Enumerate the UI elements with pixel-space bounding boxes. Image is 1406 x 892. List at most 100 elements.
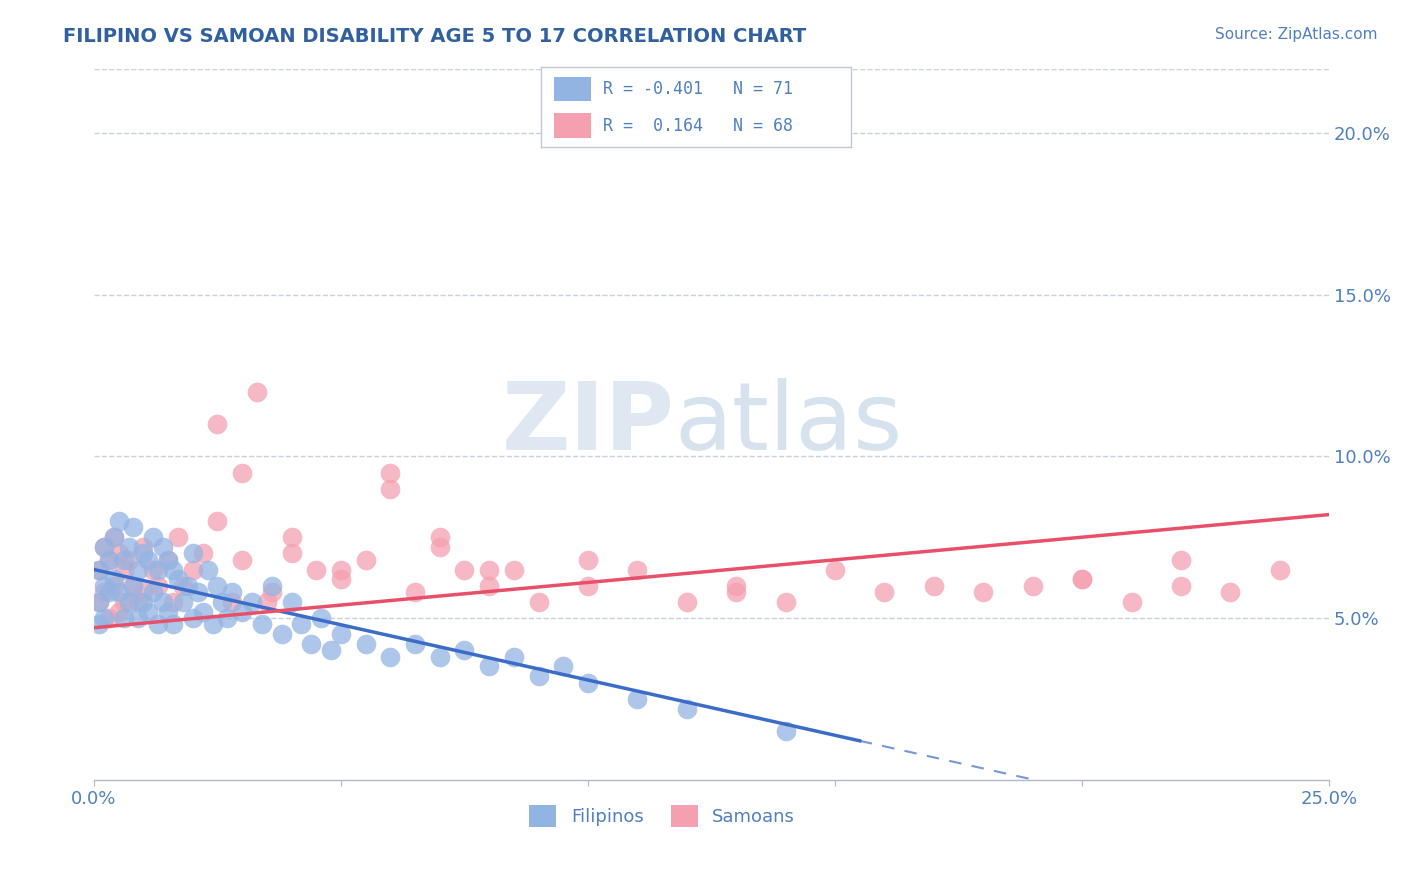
Point bbox=[177, 579, 200, 593]
Point bbox=[172, 595, 194, 609]
Point bbox=[1021, 579, 1043, 593]
Point bbox=[122, 520, 145, 534]
Point bbox=[87, 562, 110, 576]
Point bbox=[246, 384, 269, 399]
Point bbox=[142, 562, 165, 576]
Point bbox=[380, 482, 402, 496]
Point bbox=[270, 627, 292, 641]
Point bbox=[503, 649, 526, 664]
Point bbox=[1071, 572, 1094, 586]
Point bbox=[299, 637, 322, 651]
FancyBboxPatch shape bbox=[554, 113, 591, 137]
Point bbox=[380, 649, 402, 664]
Point bbox=[112, 595, 135, 609]
Point bbox=[127, 595, 149, 609]
Point bbox=[429, 530, 451, 544]
Point bbox=[197, 562, 219, 576]
Point bbox=[107, 585, 129, 599]
Point bbox=[231, 466, 253, 480]
Point bbox=[87, 562, 110, 576]
Point bbox=[122, 579, 145, 593]
Point bbox=[157, 605, 180, 619]
Point bbox=[503, 562, 526, 576]
Point bbox=[142, 530, 165, 544]
Point bbox=[217, 611, 239, 625]
Point bbox=[162, 562, 184, 576]
Text: Source: ZipAtlas.com: Source: ZipAtlas.com bbox=[1215, 27, 1378, 42]
Point bbox=[576, 553, 599, 567]
Text: FILIPINO VS SAMOAN DISABILITY AGE 5 TO 17 CORRELATION CHART: FILIPINO VS SAMOAN DISABILITY AGE 5 TO 1… bbox=[63, 27, 807, 45]
Point bbox=[181, 562, 204, 576]
Point bbox=[107, 546, 129, 560]
Point bbox=[142, 585, 165, 599]
Point bbox=[404, 585, 426, 599]
Point bbox=[404, 637, 426, 651]
Point bbox=[107, 514, 129, 528]
Point bbox=[380, 466, 402, 480]
Point bbox=[207, 417, 229, 431]
Point bbox=[675, 701, 697, 715]
Point bbox=[260, 585, 283, 599]
Point bbox=[167, 530, 190, 544]
Point bbox=[97, 553, 120, 567]
Point bbox=[103, 572, 125, 586]
Point bbox=[103, 579, 125, 593]
Point bbox=[1268, 562, 1291, 576]
Point bbox=[260, 579, 283, 593]
Point bbox=[330, 627, 353, 641]
Point bbox=[157, 553, 180, 567]
Point bbox=[107, 605, 129, 619]
Point bbox=[240, 595, 263, 609]
Legend: Filipinos, Samoans: Filipinos, Samoans bbox=[522, 798, 803, 835]
Point bbox=[146, 579, 169, 593]
Point bbox=[191, 546, 214, 560]
Point bbox=[309, 611, 332, 625]
Point bbox=[87, 617, 110, 632]
Point bbox=[181, 611, 204, 625]
Point bbox=[922, 579, 945, 593]
Point bbox=[146, 617, 169, 632]
Point bbox=[478, 562, 501, 576]
Point bbox=[132, 585, 155, 599]
Point bbox=[231, 605, 253, 619]
Point bbox=[93, 579, 115, 593]
Point bbox=[256, 595, 278, 609]
Point bbox=[117, 540, 139, 554]
Text: atlas: atlas bbox=[675, 378, 903, 470]
Point bbox=[725, 585, 748, 599]
Point bbox=[122, 579, 145, 593]
Point bbox=[127, 611, 149, 625]
Point bbox=[93, 540, 115, 554]
Point bbox=[187, 585, 209, 599]
Point bbox=[231, 553, 253, 567]
Point bbox=[626, 691, 648, 706]
Point bbox=[1121, 595, 1143, 609]
Point bbox=[112, 553, 135, 567]
Point bbox=[527, 669, 550, 683]
Point bbox=[93, 540, 115, 554]
Point bbox=[87, 595, 110, 609]
Point bbox=[103, 530, 125, 544]
Point bbox=[127, 562, 149, 576]
Text: R =  0.164: R = 0.164 bbox=[603, 117, 703, 135]
Point bbox=[136, 605, 159, 619]
Point bbox=[290, 617, 312, 632]
Point bbox=[211, 595, 233, 609]
Point bbox=[162, 595, 184, 609]
Point bbox=[117, 595, 139, 609]
Point bbox=[1219, 585, 1241, 599]
Point bbox=[478, 659, 501, 673]
Point bbox=[152, 595, 174, 609]
Point bbox=[162, 617, 184, 632]
Point bbox=[221, 595, 243, 609]
Point bbox=[132, 546, 155, 560]
FancyBboxPatch shape bbox=[554, 77, 591, 101]
Point bbox=[280, 530, 302, 544]
Point bbox=[576, 675, 599, 690]
Text: R = -0.401: R = -0.401 bbox=[603, 79, 703, 97]
Point bbox=[172, 579, 194, 593]
Point bbox=[429, 540, 451, 554]
Point bbox=[103, 530, 125, 544]
Point bbox=[157, 553, 180, 567]
Point bbox=[1170, 553, 1192, 567]
